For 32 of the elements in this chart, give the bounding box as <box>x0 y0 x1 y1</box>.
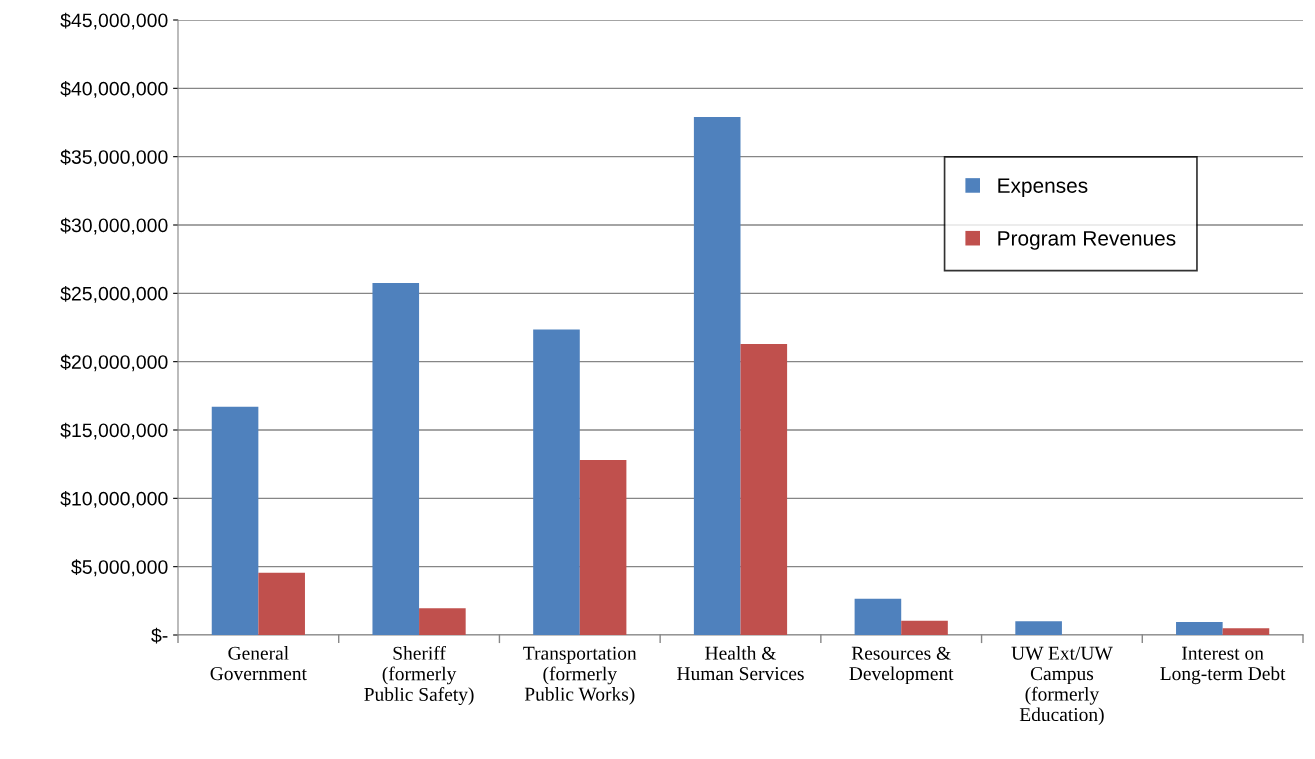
bar <box>419 608 466 635</box>
x-tick-label: Transportation (formerly Public Works) <box>523 646 637 705</box>
bar <box>211 406 259 635</box>
y-tick-label: $20,000,000 <box>60 354 168 372</box>
x-tick-label: UW Ext/UW Campus (formerly Education) <box>1011 646 1113 726</box>
bar <box>901 620 948 635</box>
y-tick-label: $45,000,000 <box>60 12 168 30</box>
bar <box>1222 628 1270 635</box>
y-tick-label: $30,000,000 <box>60 217 168 235</box>
bar <box>1015 621 1062 635</box>
y-tick-label: $10,000,000 <box>60 490 168 508</box>
bar <box>579 460 627 635</box>
bar <box>372 283 420 635</box>
y-tick-label: $40,000,000 <box>60 80 168 98</box>
x-tick-label: Interest on Long-term Debt <box>1160 646 1286 685</box>
x-tick-label: General Government <box>210 646 307 681</box>
bar <box>740 343 788 635</box>
y-tick-label: $25,000,000 <box>60 285 168 303</box>
bar <box>693 117 741 635</box>
legend-label: Program Revenues <box>998 231 1176 250</box>
legend-label: Expenses <box>998 178 1088 198</box>
bar <box>258 572 305 635</box>
x-tick-label: Health & Human Services <box>677 646 804 681</box>
x-tick-label: Sheriff (formerly Public Safety) <box>364 645 474 705</box>
bar <box>533 329 580 635</box>
bar <box>854 598 902 635</box>
y-tick-label: $- <box>151 627 168 644</box>
y-tick-label: $15,000,000 <box>60 422 168 440</box>
bar <box>1176 622 1223 635</box>
y-tick-label: $5,000,000 <box>71 559 168 577</box>
x-tick-label: Resources & Development <box>849 646 954 685</box>
y-tick-label: $35,000,000 <box>60 149 168 167</box>
